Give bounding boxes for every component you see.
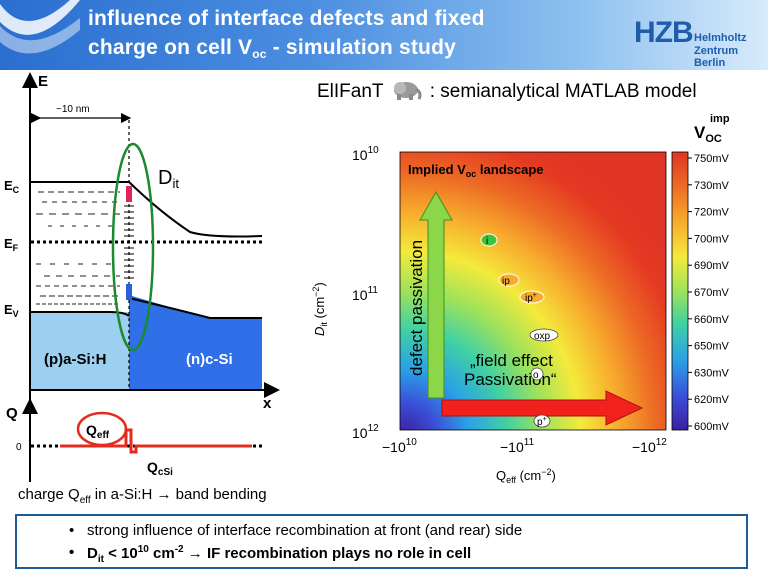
- logo-line1: Helmholtz: [694, 32, 747, 44]
- summary-box: • strong influence of interface recombin…: [15, 514, 748, 569]
- model-caption: ElIFanT : semianalytical MATLAB model: [317, 79, 697, 103]
- marker-p-plus: p+: [533, 414, 551, 428]
- q-zero-label: 0: [16, 442, 22, 453]
- dit-bottom-bar: [126, 284, 132, 300]
- marker-oxp: oxp: [529, 328, 559, 342]
- field-effect-arrow: [441, 390, 644, 426]
- svg-text:ip+: ip+: [525, 292, 537, 304]
- conduction-band-line: [31, 181, 263, 238]
- svg-text:ip: ip: [502, 276, 510, 287]
- charge-caption: charge Qeff in a-Si:H → band bending: [18, 486, 267, 506]
- marker-ip: ip: [498, 273, 520, 287]
- svg-text:p+: p+: [537, 416, 547, 428]
- svg-text:oxp: oxp: [534, 331, 551, 342]
- logo-mark: HZB: [634, 16, 694, 49]
- svg-text:o: o: [533, 370, 539, 381]
- colorbar-tick-label: 730mV: [694, 180, 730, 192]
- valence-band-line: [128, 297, 262, 319]
- heatmap-ylabel: Dit (cm−2): [311, 282, 329, 336]
- colorbar-tick-label: 750mV: [694, 153, 730, 165]
- elephant-icon: [394, 82, 422, 100]
- colorbar-tick-label: 630mV: [694, 367, 730, 379]
- colorbar: [671, 151, 689, 431]
- axis-x-label: x: [263, 395, 272, 412]
- interface-ellipse: [111, 142, 155, 352]
- qeff-label: Qeff: [86, 422, 110, 441]
- model-name: ElIFanT: [317, 81, 384, 102]
- hzb-logo: HZB Helmholtz Zentrum Berlin: [632, 16, 766, 70]
- header-banner: influence of interface defects and fixed…: [0, 0, 768, 70]
- x-tick-0: −1010: [382, 437, 417, 455]
- bullet-dot-icon: •: [69, 544, 75, 561]
- csi-label: (n)c-Si: [186, 351, 233, 368]
- charge-curve: [60, 428, 252, 454]
- field-effect-label-1: „field effect: [470, 351, 553, 370]
- bullet-1: • strong influence of interface recombin…: [69, 522, 523, 539]
- axis-e-label: E: [38, 73, 48, 90]
- colorbar-tick-label: 670mV: [694, 287, 730, 299]
- q-axis-label: Q: [6, 405, 18, 422]
- colorbar-tick-label: 690mV: [694, 260, 730, 272]
- colorbar-tick-label: 620mV: [694, 394, 730, 406]
- colorbar-tick-label: 700mV: [694, 233, 730, 245]
- width-label: ~10 nm: [56, 104, 90, 115]
- asi-region: [31, 312, 129, 389]
- marker-i: i: [480, 233, 498, 247]
- defect-passivation-arrow: [419, 190, 453, 399]
- asi-label: (p)a-Si:H: [44, 351, 107, 368]
- tail-states: [36, 191, 120, 305]
- band-diagram: E x ~10 nm EC EF EV Dit (p)a-Si:H (n): [4, 72, 280, 412]
- ef-label: EF: [4, 236, 19, 253]
- charge-plot: Q 0 Qeff QcSi: [6, 400, 262, 482]
- colorbar-title: VOC: [694, 123, 722, 145]
- marker-o: o: [530, 367, 544, 381]
- bullet-2: • Dit < 1010 cm-2 → IF recombination pla…: [69, 544, 472, 565]
- colorbar-tick-label: 720mV: [694, 207, 730, 219]
- colorbar-tick-label: 600mV: [694, 421, 730, 433]
- svg-text:i: i: [486, 236, 488, 247]
- marker-ip-plus: ip+: [519, 290, 545, 304]
- page-title: influence of interface defects and fixed…: [88, 7, 485, 61]
- y-tick-1: 1011: [352, 285, 378, 303]
- colorbar-title-sup: imp: [710, 113, 730, 125]
- header-swoosh-icon: [0, 0, 80, 54]
- qeff-circle: [76, 411, 128, 447]
- y-tick-2: 1012: [352, 423, 379, 441]
- voc-heatmap: Implied Voc landscape 1010 1011 1012 Dit…: [311, 113, 730, 485]
- colorbar-ticks: 750mV 730mV 720mV 700mV 690mV 670mV 660mV 650mV…: [688, 153, 730, 433]
- ec-label: EC: [4, 178, 20, 195]
- qcsi-label: QcSi: [147, 459, 173, 478]
- dit-states: [124, 205, 134, 279]
- logo-line2: Zentrum Berlin: [694, 45, 738, 69]
- defect-passivation-label: defect passivation: [407, 240, 426, 376]
- bullet-dot-icon: •: [69, 522, 75, 539]
- heatmap-inner-title: Implied Voc landscape: [408, 162, 544, 179]
- dit-top-bar: [126, 186, 132, 202]
- dit-label: Dit: [158, 167, 179, 191]
- x-tick-1: −1011: [500, 437, 535, 455]
- x-tick-2: −1012: [632, 437, 667, 455]
- heatmap-xlabel: Qeff (cm−2): [496, 467, 556, 485]
- y-tick-0: 1010: [352, 145, 379, 163]
- model-description: : semianalytical MATLAB model: [429, 81, 697, 102]
- colorbar-tick-label: 660mV: [694, 314, 730, 326]
- colorbar-tick-label: 650mV: [694, 341, 730, 353]
- ev-label: EV: [4, 302, 19, 319]
